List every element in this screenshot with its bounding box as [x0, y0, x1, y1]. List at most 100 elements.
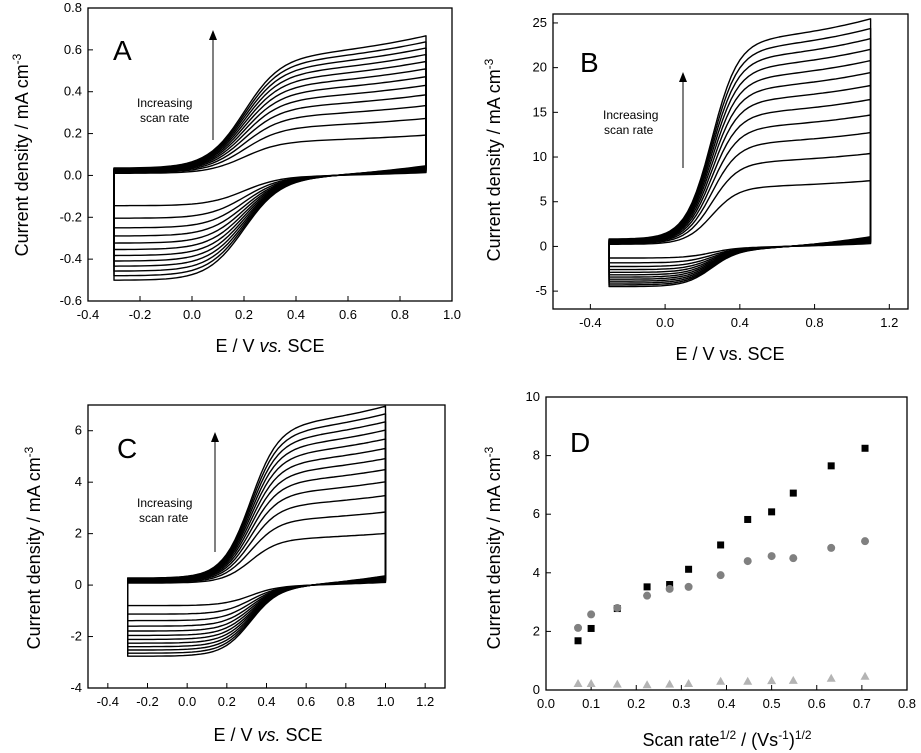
x-tick-label: 0.0	[656, 315, 674, 330]
data-point-triangle	[573, 679, 583, 688]
data-point-circle	[861, 537, 870, 546]
data-point-square	[861, 444, 869, 452]
cv-curve	[127, 532, 387, 607]
y-tick-label: 0.2	[64, 126, 82, 141]
cv-curve	[608, 180, 872, 259]
data-point-circle	[665, 584, 674, 593]
x-tick-label: 0.2	[218, 694, 236, 709]
data-point-triangle	[612, 679, 622, 688]
y-tick-label: 6	[75, 423, 82, 438]
x-tick-label: 0.3	[672, 696, 690, 711]
y-tick-label: -2	[70, 629, 82, 644]
y-tick-label: 0	[75, 577, 82, 592]
x-tick-label: 0.6	[297, 694, 315, 709]
y-tick-label: 10	[533, 149, 547, 164]
panel-b-annotation-line1: Increasing	[603, 108, 658, 122]
data-point-circle	[767, 552, 776, 561]
panel-b-curves	[608, 18, 872, 288]
x-tick-label: 0.7	[853, 696, 871, 711]
cv-curve	[113, 104, 427, 229]
panel-a: -0.4 -0.2 0.0 0.2 0.4 0.6 0.8 1.0-0.6-0.4-0.20.…	[10, 0, 461, 356]
panel-b-ticks: -0.4 0.0 0.4 0.8 1.2 -5 0 5 10 15 20 25	[533, 15, 899, 330]
y-tick-label: 0	[533, 682, 540, 697]
x-tick-label: 1.0	[376, 694, 394, 709]
data-point-square	[768, 508, 776, 516]
x-tick-label: -0.2	[136, 694, 158, 709]
y-tick-label: 6	[533, 506, 540, 521]
data-point-circle	[716, 571, 725, 580]
panel-a-annotation-line2: scan rate	[140, 111, 190, 125]
panel-c-ticks: -0.4 -0.2 0.0 0.2 0.4 0.6 0.8 1.0 1.2 -4 -2 0 2 4 6	[70, 423, 434, 709]
panel-a-arrow-head	[209, 30, 217, 40]
data-point-triangle	[788, 675, 798, 684]
x-tick-label: 0.4	[717, 696, 735, 711]
y-tick-label: 8	[533, 448, 540, 463]
data-point-triangle	[586, 679, 596, 688]
cv-curve	[608, 48, 872, 282]
y-tick-label: 0.4	[64, 84, 82, 99]
data-point-square	[574, 637, 582, 645]
x-tick-label: 1.2	[880, 315, 898, 330]
data-point-circle	[789, 554, 798, 563]
data-point-square	[744, 515, 752, 523]
data-point-circle	[643, 591, 652, 600]
cv-curve	[608, 131, 872, 268]
panel-c-arrow-head	[211, 432, 219, 442]
data-point-square	[827, 462, 835, 470]
y-tick-label: 4	[533, 565, 540, 580]
data-point-square	[789, 489, 797, 497]
y-tick-label: 20	[533, 60, 547, 75]
data-point-circle	[574, 623, 583, 632]
panel-b-ylabel: Current density / mA cm-3	[482, 58, 504, 261]
panel-c-xlabel: E / V vs. SCE	[213, 725, 322, 745]
panel-d-frame	[545, 396, 908, 691]
panel-a-curves	[113, 35, 427, 281]
x-tick-label: 1.0	[443, 307, 461, 322]
panel-c-frame	[87, 404, 446, 689]
y-tick-label: -0.6	[60, 293, 82, 308]
data-point-circle	[613, 603, 622, 612]
panel-a-ylabel: Current density / mA cm-3	[10, 53, 32, 256]
cv-curve	[127, 405, 387, 657]
panel-b-label: B	[580, 47, 599, 78]
panel-a-annotation-line1: Increasing	[137, 96, 192, 110]
cv-curve	[113, 134, 427, 207]
y-tick-label: 5	[540, 194, 547, 209]
x-tick-label: 0.8	[806, 315, 824, 330]
x-tick-label: 0.0	[178, 694, 196, 709]
y-tick-label: -0.4	[60, 251, 82, 266]
x-tick-label: 0.2	[235, 307, 253, 322]
y-tick-label: 4	[75, 474, 82, 489]
data-point-square	[685, 565, 693, 573]
cv-curve	[608, 37, 872, 284]
x-tick-label: 0.1	[582, 696, 600, 711]
x-tick-label: -0.2	[129, 307, 151, 322]
x-tick-label: -0.4	[579, 315, 601, 330]
x-tick-label: 0.0	[183, 307, 201, 322]
panel-d-label: D	[570, 427, 590, 458]
panel-c-label: C	[117, 433, 137, 464]
data-point-triangle	[665, 679, 675, 688]
panel-d-xlabel: Scan rate1/2 / (Vs-1)1/2	[642, 728, 811, 750]
x-tick-label: 0.5	[763, 696, 781, 711]
data-point-circle	[684, 582, 693, 591]
data-point-triangle	[743, 676, 753, 685]
y-tick-label: 0.6	[64, 42, 82, 57]
data-point-circle	[587, 610, 596, 619]
cv-curve	[608, 152, 872, 264]
x-tick-label: 0.4	[287, 307, 305, 322]
x-tick-label: -0.4	[97, 694, 119, 709]
data-point-square	[666, 581, 674, 589]
x-tick-label: 0.2	[627, 696, 645, 711]
panel-b: -0.4 0.0 0.4 0.8 1.2 -5 0 5 10 15 20 25 B Increasin…	[482, 13, 909, 364]
data-point-triangle	[860, 671, 870, 680]
x-tick-label: -0.4	[77, 307, 99, 322]
panel-b-arrow-head	[679, 72, 687, 82]
panel-a-label: A	[113, 35, 132, 66]
data-point-circle	[743, 557, 752, 566]
panel-d-ylabel: Current density / mA cm-3	[482, 446, 504, 649]
y-tick-label: 0	[540, 238, 547, 253]
cv-curve	[113, 117, 427, 219]
